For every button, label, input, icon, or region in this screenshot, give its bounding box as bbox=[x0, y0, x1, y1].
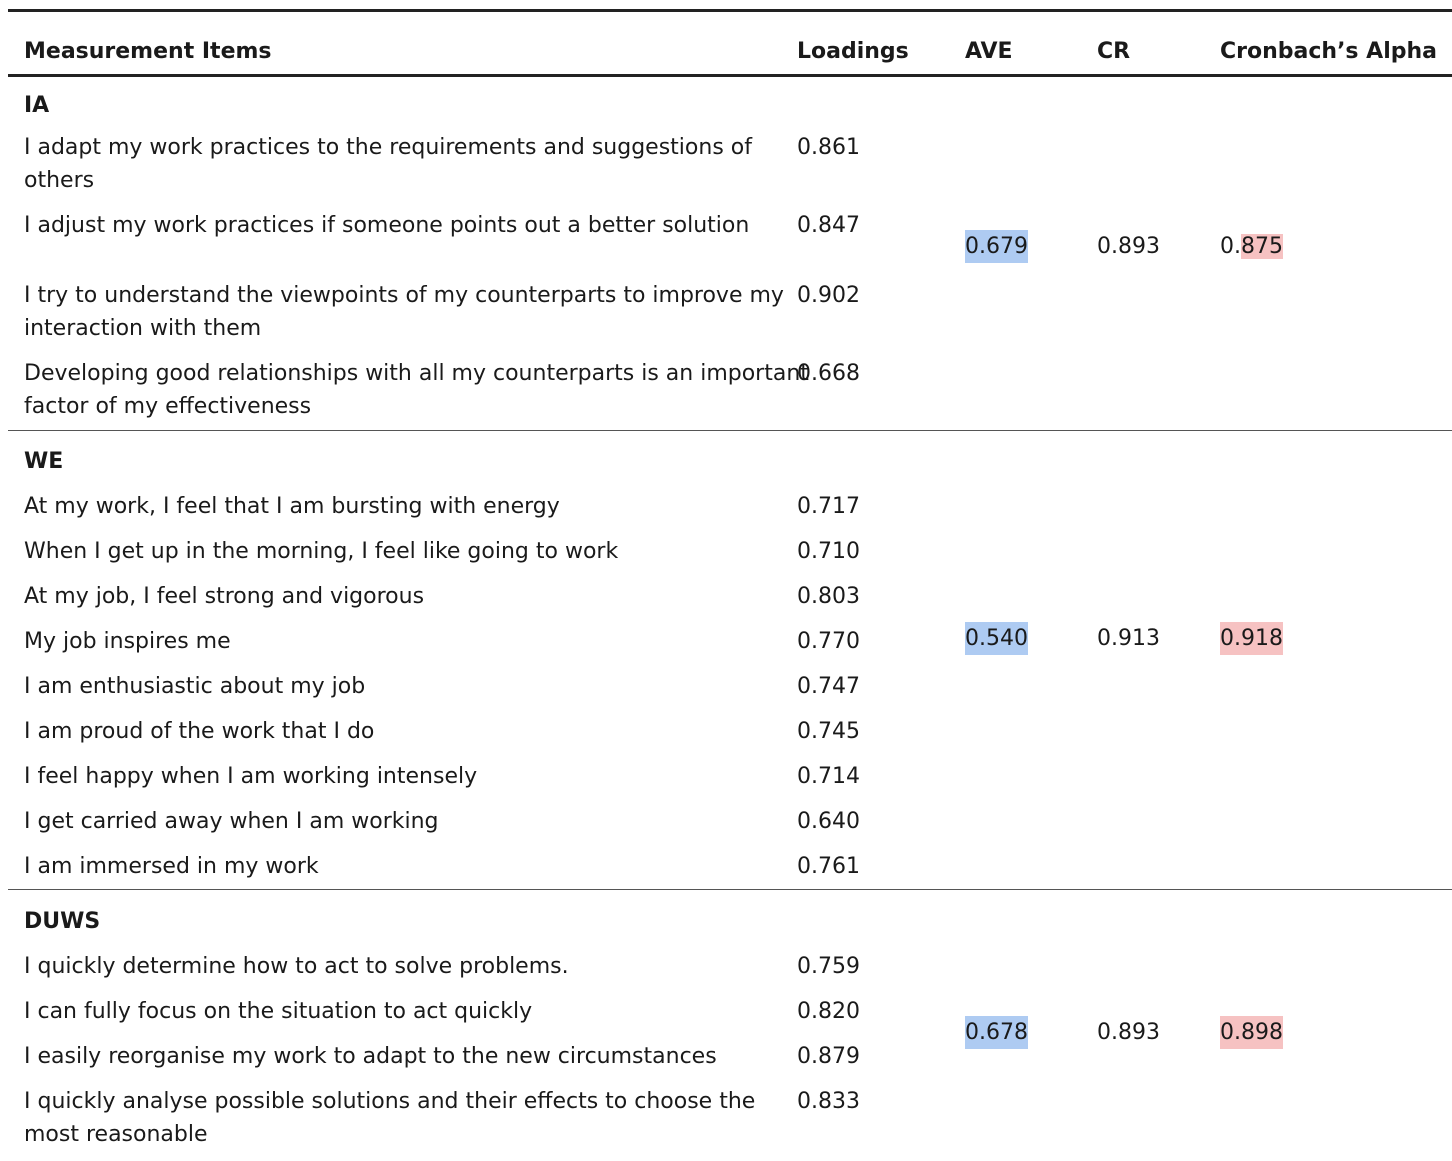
item-text: When I get up in the morning, I feel lik… bbox=[24, 539, 619, 564]
item-loading: 0.879 bbox=[797, 1044, 860, 1069]
item-loading: 0.833 bbox=[797, 1089, 860, 1114]
section-divider bbox=[8, 889, 1452, 890]
header-cronbachs-alpha: Cronbach’s Alpha bbox=[1220, 39, 1438, 64]
item-loading: 0.803 bbox=[797, 584, 860, 609]
item-text: I can fully focus on the situation to ac… bbox=[24, 999, 533, 1024]
item-text: Developing good relationships with all m… bbox=[24, 361, 809, 386]
item-text: I quickly determine how to act to solve … bbox=[24, 954, 569, 979]
item-text: I am immersed in my work bbox=[24, 854, 319, 879]
item-text: I am proud of the work that I do bbox=[24, 719, 375, 744]
ave-value-we: 0.540 bbox=[965, 622, 1028, 655]
header-rule bbox=[8, 74, 1452, 77]
item-loading: 0.710 bbox=[797, 539, 860, 564]
item-loading: 0.847 bbox=[797, 213, 860, 238]
item-text-cont: interaction with them bbox=[24, 316, 262, 341]
item-loading: 0.820 bbox=[797, 999, 860, 1024]
item-loading: 0.861 bbox=[797, 135, 860, 160]
header-loadings: Loadings bbox=[797, 39, 909, 64]
ave-value-duws: 0.678 bbox=[965, 1016, 1028, 1049]
item-loading: 0.902 bbox=[797, 283, 860, 308]
header-cr: CR bbox=[1097, 39, 1131, 64]
item-text: I adapt my work practices to the require… bbox=[24, 135, 752, 160]
item-loading: 0.640 bbox=[797, 809, 860, 834]
alpha-value-we: 0.918 bbox=[1220, 622, 1283, 655]
header-ave: AVE bbox=[965, 39, 1013, 64]
item-text: My job inspires me bbox=[24, 629, 231, 654]
section-divider bbox=[8, 430, 1452, 431]
top-rule bbox=[8, 9, 1452, 12]
item-text: At my work, I feel that I am bursting wi… bbox=[24, 494, 560, 519]
cr-value-ia: 0.893 bbox=[1097, 234, 1160, 259]
item-text: I feel happy when I am working intensely bbox=[24, 764, 478, 789]
item-loading: 0.770 bbox=[797, 629, 860, 654]
item-text: I try to understand the viewpoints of my… bbox=[24, 283, 784, 308]
alpha-value-ia-prefix: 0. bbox=[1220, 234, 1241, 259]
alpha-value-duws: 0.898 bbox=[1220, 1016, 1283, 1049]
item-text: I adjust my work practices if someone po… bbox=[24, 213, 750, 238]
item-loading: 0.717 bbox=[797, 494, 860, 519]
cr-value-we: 0.913 bbox=[1097, 626, 1160, 651]
alpha-value-ia-highlight: 875 bbox=[1241, 234, 1283, 259]
item-loading: 0.745 bbox=[797, 719, 860, 744]
item-text-cont: most reasonable bbox=[24, 1122, 208, 1147]
section-title-ia: IA bbox=[24, 93, 50, 118]
section-title-duws: DUWS bbox=[24, 909, 101, 934]
item-text-cont: factor of my effectiveness bbox=[24, 394, 312, 419]
item-text-cont: others bbox=[24, 168, 95, 193]
item-text: I am enthusiastic about my job bbox=[24, 674, 366, 699]
item-text: At my job, I feel strong and vigorous bbox=[24, 584, 425, 609]
item-text: I easily reorganise my work to adapt to … bbox=[24, 1044, 717, 1069]
item-text: I quickly analyse possible solutions and… bbox=[24, 1089, 756, 1114]
section-title-we: WE bbox=[24, 449, 64, 474]
alpha-value-ia: 0.875 bbox=[1220, 230, 1283, 263]
item-loading: 0.759 bbox=[797, 954, 860, 979]
cr-value-duws: 0.893 bbox=[1097, 1020, 1160, 1045]
item-text: I get carried away when I am working bbox=[24, 809, 439, 834]
item-loading: 0.714 bbox=[797, 764, 860, 789]
header-measurement-items: Measurement Items bbox=[24, 39, 272, 64]
item-loading: 0.747 bbox=[797, 674, 860, 699]
item-loading: 0.668 bbox=[797, 361, 860, 386]
ave-value-ia: 0.679 bbox=[965, 230, 1028, 263]
item-loading: 0.761 bbox=[797, 854, 860, 879]
